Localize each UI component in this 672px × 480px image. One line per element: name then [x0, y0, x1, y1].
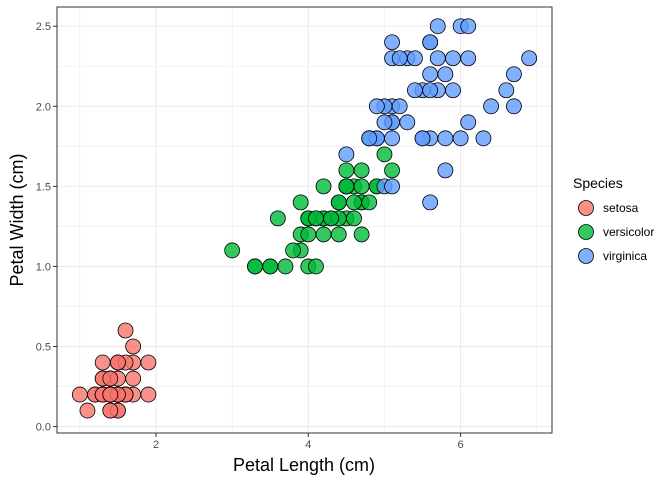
data-point-versicolor: [338, 178, 355, 195]
data-point-versicolor: [338, 162, 355, 179]
data-point-virginica: [376, 114, 393, 131]
data-point-setosa: [140, 386, 157, 403]
legend-key-versicolor: [578, 224, 594, 240]
data-point-virginica: [437, 130, 454, 147]
plot-border: [56, 6, 553, 434]
y-tick-label: 2.0: [36, 101, 51, 113]
legend-key-setosa: [578, 200, 594, 216]
data-point-setosa: [125, 338, 142, 355]
data-point-virginica: [506, 98, 522, 115]
data-point-virginica: [407, 50, 423, 67]
data-point-virginica: [506, 66, 522, 83]
data-point-setosa: [71, 386, 88, 403]
data-point-versicolor: [308, 210, 324, 227]
data-point-virginica: [483, 98, 499, 115]
data-point-versicolor: [315, 226, 332, 243]
data-point-virginica: [384, 34, 400, 51]
data-point-virginica: [422, 66, 439, 83]
x-axis-title: Petal Length (cm): [233, 455, 375, 475]
data-point-versicolor: [277, 258, 294, 275]
data-point-versicolor: [346, 194, 362, 211]
data-point-virginica: [460, 114, 477, 131]
data-point-versicolor: [262, 258, 279, 275]
y-tick-label: 1.5: [36, 181, 51, 193]
data-point-virginica: [452, 130, 469, 147]
data-point-setosa: [140, 354, 157, 371]
x-tick-label: 6: [458, 439, 464, 451]
data-point-versicolor: [300, 226, 317, 243]
data-point-setosa: [125, 370, 142, 387]
legend-label-versicolor: versicolor: [603, 225, 654, 239]
x-tick-label: 2: [153, 439, 159, 451]
data-point-virginica: [445, 50, 461, 67]
data-point-versicolor: [330, 226, 347, 243]
legend-label-setosa: setosa: [603, 201, 639, 215]
data-point-virginica: [445, 82, 461, 99]
data-point-virginica: [399, 114, 416, 131]
legend-key-virginica: [578, 248, 594, 264]
data-point-versicolor: [376, 146, 393, 163]
data-point-versicolor: [353, 178, 370, 195]
data-point-setosa: [110, 354, 126, 371]
data-point-versicolor: [269, 210, 286, 227]
data-point-versicolor: [330, 194, 347, 211]
y-tick-label: 0.0: [36, 422, 51, 434]
data-point-versicolor: [292, 194, 309, 211]
data-point-virginica: [368, 98, 385, 115]
axes: 2 4 6 0.0 0.5 1.0 1.5 2.0 2.5: [36, 21, 464, 451]
data-point-virginica: [422, 194, 439, 211]
y-tick-label: 1.0: [36, 261, 51, 273]
legend-title: Species: [573, 175, 623, 191]
data-point-virginica: [460, 18, 477, 35]
data-point-versicolor: [384, 162, 400, 179]
y-tick-label: 0.5: [36, 342, 51, 354]
data-point-versicolor: [315, 178, 332, 195]
y-axis-title: Petal Width (cm): [7, 153, 27, 286]
data-point-versicolor: [346, 210, 362, 227]
data-point-virginica: [384, 178, 400, 195]
data-point-virginica: [429, 18, 446, 35]
data-point-versicolor: [353, 226, 370, 243]
data-point-virginica: [422, 34, 439, 51]
data-points: [71, 18, 538, 419]
data-point-setosa: [102, 386, 119, 403]
data-point-setosa: [102, 402, 119, 419]
data-point-virginica: [521, 50, 538, 67]
data-point-virginica: [391, 50, 408, 67]
data-point-virginica: [338, 146, 355, 163]
data-point-setosa: [79, 402, 96, 419]
data-point-versicolor: [308, 258, 324, 275]
y-tick-label: 2.5: [36, 21, 51, 33]
data-point-virginica: [422, 82, 439, 99]
data-point-virginica: [429, 50, 446, 67]
data-point-setosa: [94, 354, 111, 371]
data-point-virginica: [414, 130, 431, 147]
data-point-virginica: [407, 82, 423, 99]
data-point-virginica: [460, 50, 477, 67]
data-point-virginica: [391, 98, 408, 115]
data-point-versicolor: [361, 194, 378, 211]
data-point-versicolor: [323, 210, 340, 227]
data-point-virginica: [437, 162, 454, 179]
data-point-versicolor: [247, 258, 263, 275]
data-point-virginica: [498, 82, 515, 99]
data-point-versicolor: [353, 162, 370, 179]
data-point-virginica: [361, 130, 378, 147]
data-point-virginica: [475, 130, 492, 147]
legend-label-virginica: virginica: [603, 249, 647, 263]
data-point-versicolor: [285, 242, 301, 259]
legend: Species setosa versicolor virginica: [573, 175, 654, 264]
data-point-virginica: [437, 66, 454, 83]
data-point-versicolor: [224, 242, 241, 259]
data-point-setosa: [117, 322, 134, 339]
data-point-virginica: [384, 130, 400, 147]
x-tick-label: 4: [305, 439, 311, 451]
data-point-setosa: [102, 370, 119, 387]
